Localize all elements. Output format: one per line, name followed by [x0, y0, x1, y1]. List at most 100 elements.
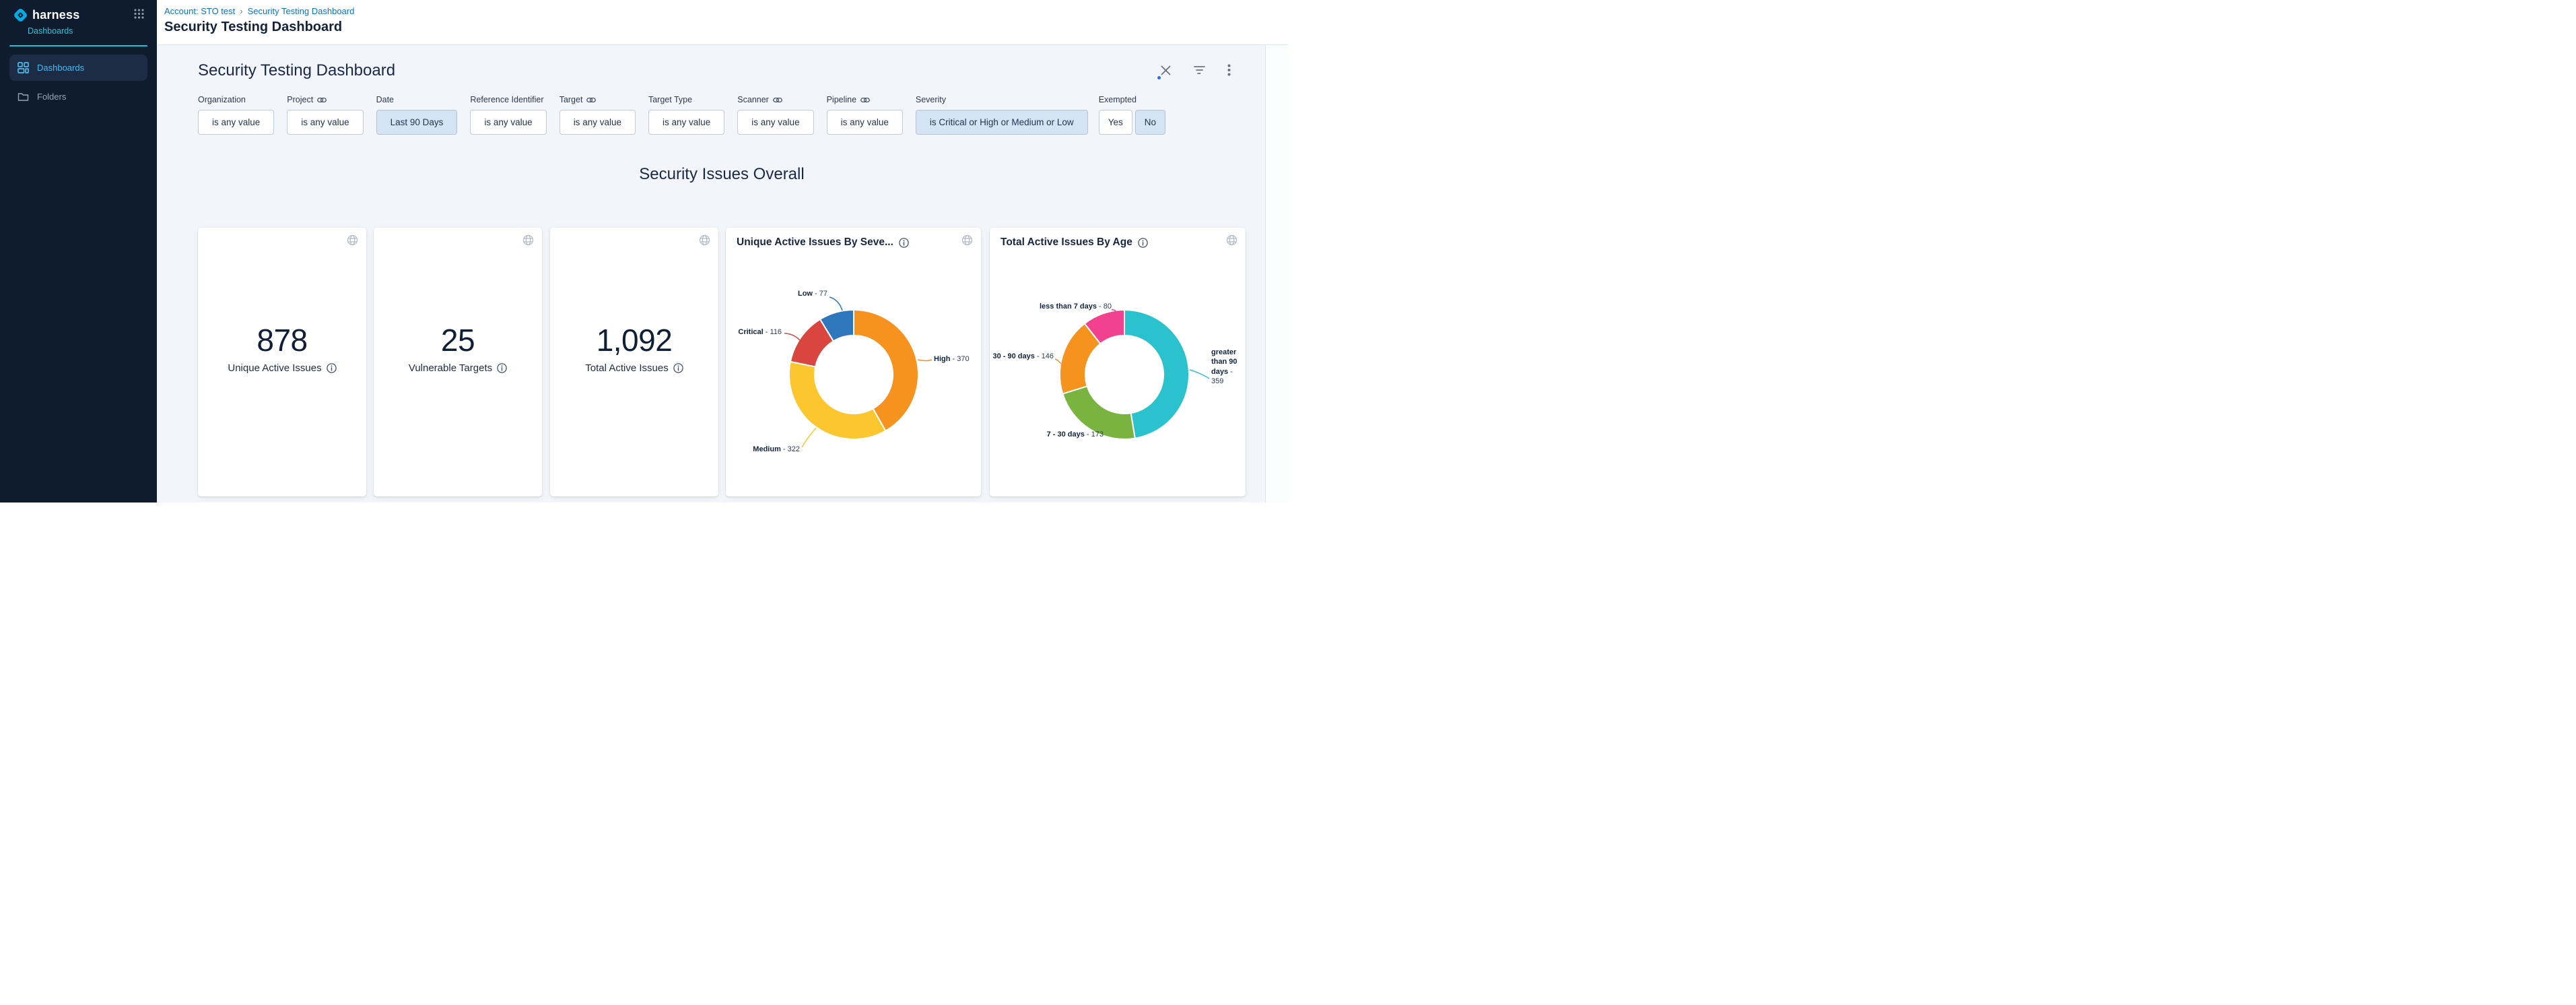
filter-group-date: Date Last 90 Days [376, 95, 458, 135]
app-grid-menu-icon[interactable] [133, 8, 145, 23]
donut-slice-medium[interactable] [789, 362, 885, 439]
label-leader-line [918, 360, 932, 361]
chart-card-issues-by-age: Total Active Issues By Age greater than … [990, 228, 1246, 496]
stat-label-row: Total Active Issues [550, 362, 718, 374]
filter-label: Project [287, 95, 363, 104]
page-title: Security Testing Dashboard [164, 20, 1288, 35]
link-icon [317, 96, 327, 104]
slice-label-less-than-7-days: less than 7 days - 80 [1040, 302, 1112, 311]
top-bar: Account: STO test › Security Testing Das… [157, 0, 1288, 45]
stat-label-row: Unique Active Issues [198, 362, 366, 374]
filter-value-button[interactable]: is any value [827, 110, 903, 135]
sidebar-nav: Dashboards Folders [0, 55, 157, 110]
dashboards-icon [18, 62, 29, 73]
filter-group-severity: Severity is Critical or High or Medium or… [916, 95, 1088, 135]
filter-group-target: Target is any value [560, 95, 636, 135]
sidebar-item-dashboards[interactable]: Dashboards [9, 55, 147, 81]
info-icon[interactable] [497, 363, 507, 373]
filter-value-button[interactable]: is Critical or High or Medium or Low [916, 110, 1088, 135]
stat-label: Unique Active Issues [228, 362, 321, 374]
globe-icon[interactable] [699, 234, 710, 246]
stat-value: 1,092 [550, 322, 718, 358]
filter-label: Target [560, 95, 636, 104]
filter-group-pipeline: Pipeline is any value [827, 95, 903, 135]
stat-value: 878 [198, 322, 366, 358]
globe-icon[interactable] [522, 234, 534, 246]
stat-label-row: Vulnerable Targets [374, 362, 542, 374]
stat-label: Total Active Issues [585, 362, 668, 374]
filter-value-button[interactable]: is any value [648, 110, 724, 135]
link-icon [586, 96, 596, 104]
sidebar: harness Dashboards [0, 0, 157, 502]
slice-label-low: Low - 77 [798, 290, 827, 298]
filter-value-button[interactable]: is any value [737, 110, 813, 135]
folder-icon [18, 91, 29, 102]
filter-group-organization: Organization is any value [198, 95, 274, 135]
stat-card-vulnerable-targets: 25 Vulnerable Targets [374, 228, 542, 496]
filter-value-button[interactable]: is any value [287, 110, 363, 135]
filter-label: Target Type [648, 95, 724, 104]
breadcrumb: Account: STO test › Security Testing Das… [164, 6, 1288, 16]
filter-group-target-type: Target Type is any value [648, 95, 724, 135]
stat-label: Vulnerable Targets [409, 362, 492, 374]
filter-label: Scanner [737, 95, 813, 104]
app-root: harness Dashboards [0, 0, 1288, 502]
brand-row: harness [0, 0, 157, 24]
stat-value: 25 [374, 322, 542, 358]
module-label: Dashboards [28, 26, 157, 36]
filter-group-project: Project is any value [287, 95, 363, 135]
harness-logo-icon[interactable] [12, 7, 29, 24]
slice-label-30-90-days: 30 - 90 days - 146 [992, 352, 1054, 360]
section-title: Security Issues Overall [198, 165, 1246, 184]
link-icon [773, 96, 782, 104]
scrollbar-track[interactable] [1265, 45, 1288, 502]
filter-bar: Organization is any value Project is any va… [198, 95, 1165, 135]
breadcrumb-page-link[interactable]: Security Testing Dashboard [248, 6, 355, 16]
dashboard-actions [1160, 64, 1231, 76]
brand-divider [9, 45, 147, 46]
info-icon[interactable] [673, 363, 683, 373]
exempted-no-button[interactable]: No [1135, 110, 1165, 135]
chart-card-issues-by-severity: Unique Active Issues By Seve... High - 3… [726, 228, 981, 496]
label-leader-line [1190, 370, 1209, 379]
label-leader-line [829, 297, 842, 311]
donut-slice-greater-than-90-days[interactable] [1124, 310, 1189, 439]
filter-icon[interactable] [1194, 65, 1205, 75]
stat-card-total-active-issues: 1,092 Total Active Issues [550, 228, 718, 496]
filter-value-button[interactable]: is any value [560, 110, 636, 135]
filter-value-button[interactable]: is any value [470, 110, 546, 135]
info-icon[interactable] [327, 363, 337, 373]
filter-group-scanner: Scanner is any value [737, 95, 813, 135]
label-leader-line [1055, 359, 1061, 364]
filter-label: Organization [198, 95, 274, 104]
label-leader-line [802, 428, 816, 447]
donut-chart [990, 228, 1246, 496]
filter-group-exempted: Exempted YesNo [1099, 95, 1165, 135]
filter-group-reference-identifier: Reference Identifier is any value [470, 95, 546, 135]
filter-label: Date [376, 95, 458, 104]
dashboard-title: Security Testing Dashboard [198, 61, 395, 80]
brand-name: harness [32, 8, 79, 22]
exempted-yes-button[interactable]: Yes [1099, 110, 1132, 135]
dashboard-panel: Security Testing Dashboard Organization i… [157, 45, 1288, 502]
stat-card-unique-active-issues: 878 Unique Active Issues [198, 228, 366, 496]
sidebar-item-folders[interactable]: Folders [9, 84, 147, 110]
filter-value-button[interactable]: is any value [198, 110, 274, 135]
slice-label-7-30-days: 7 - 30 days - 173 [1047, 430, 1104, 439]
filter-label: Pipeline [827, 95, 903, 104]
sidebar-item-label: Folders [37, 92, 66, 102]
filter-value-button[interactable]: Last 90 Days [376, 110, 458, 135]
slice-label-critical: Critical - 116 [738, 328, 782, 336]
close-icon[interactable] [1160, 65, 1172, 76]
sidebar-item-label: Dashboards [37, 63, 84, 73]
filter-label: Exempted [1099, 95, 1165, 104]
mouse-cursor-dot [1157, 76, 1161, 79]
link-icon [860, 96, 870, 104]
breadcrumb-account-link[interactable]: Account: STO test [164, 6, 235, 16]
kebab-menu-icon[interactable] [1227, 64, 1231, 76]
filter-label: Reference Identifier [470, 95, 546, 104]
globe-icon[interactable] [347, 234, 358, 246]
slice-label-high: High - 370 [934, 355, 970, 363]
slice-label-medium: Medium - 322 [753, 445, 800, 453]
filter-label: Severity [916, 95, 1088, 104]
